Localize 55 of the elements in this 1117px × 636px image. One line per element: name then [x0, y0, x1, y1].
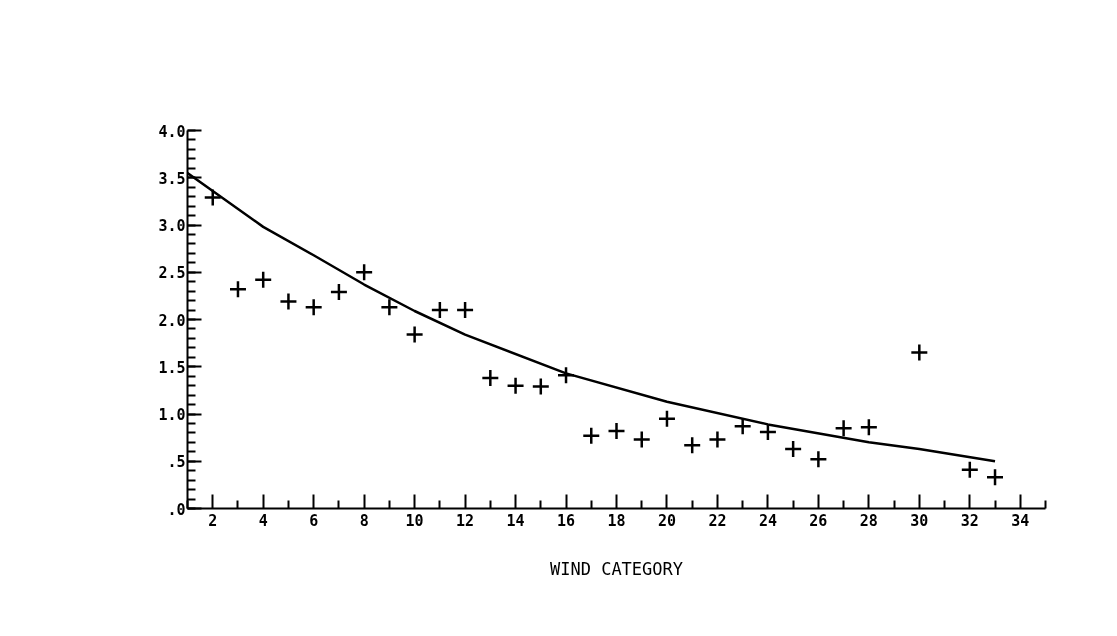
- point: [834, 418, 853, 438]
- point: [354, 263, 374, 282]
- point: [910, 343, 929, 362]
- x-tick-label: 30: [910, 511, 929, 530]
- point: [985, 468, 1005, 487]
- point: [405, 325, 424, 344]
- point: [380, 297, 399, 317]
- x-axis-title: WIND CATEGORY: [549, 558, 684, 579]
- y-tick-label: 4.0: [158, 122, 186, 141]
- point: [632, 430, 651, 449]
- y-tick-label: 1.5: [158, 358, 186, 377]
- point: [733, 417, 752, 436]
- point: [304, 297, 323, 317]
- x-tick-label: 10: [405, 511, 424, 530]
- y-tick-label: .0: [167, 500, 186, 519]
- point: [481, 368, 500, 388]
- x-tick-label: 16: [557, 511, 576, 530]
- x-tick-label: 14: [506, 511, 525, 530]
- point: [809, 450, 828, 469]
- x-tick-label: 18: [607, 511, 626, 530]
- point: [228, 280, 248, 299]
- y-tick-label: 2.5: [158, 264, 186, 283]
- point: [708, 430, 727, 449]
- point: [455, 300, 475, 320]
- y-tick-label: 3.5: [158, 169, 186, 188]
- y-tick-label: .5: [167, 453, 186, 472]
- x-tick-label: 12: [456, 511, 475, 530]
- point: [531, 377, 551, 396]
- x-tick-label: 34: [1011, 511, 1030, 530]
- x-tick-label: 8: [359, 511, 369, 530]
- point: [253, 270, 273, 290]
- x-tick-label: 20: [657, 511, 676, 530]
- x-tick-label: 22: [708, 511, 727, 530]
- point: [506, 376, 525, 395]
- x-tick-label: 28: [859, 511, 878, 530]
- x-tick-label: 24: [758, 511, 777, 530]
- point: [556, 366, 576, 385]
- point: [329, 282, 349, 302]
- point: [607, 421, 626, 441]
- point: [783, 439, 803, 459]
- point: [582, 426, 601, 445]
- point: [279, 292, 298, 311]
- x-tick-label: 6: [309, 511, 319, 530]
- x-tick-label: 32: [960, 511, 979, 530]
- y-tick-label: 1.0: [158, 406, 186, 424]
- x-tick-label: 4: [258, 511, 268, 530]
- x-tick-label: 2: [208, 511, 218, 530]
- point: [430, 300, 450, 320]
- point: [859, 417, 879, 437]
- x-tick-label: 26: [809, 511, 828, 530]
- point: [960, 460, 980, 480]
- point: [657, 409, 677, 428]
- point: [682, 435, 702, 455]
- y-tick-label: 2.0: [158, 311, 186, 330]
- y-tick-label: 3.0: [158, 217, 186, 235]
